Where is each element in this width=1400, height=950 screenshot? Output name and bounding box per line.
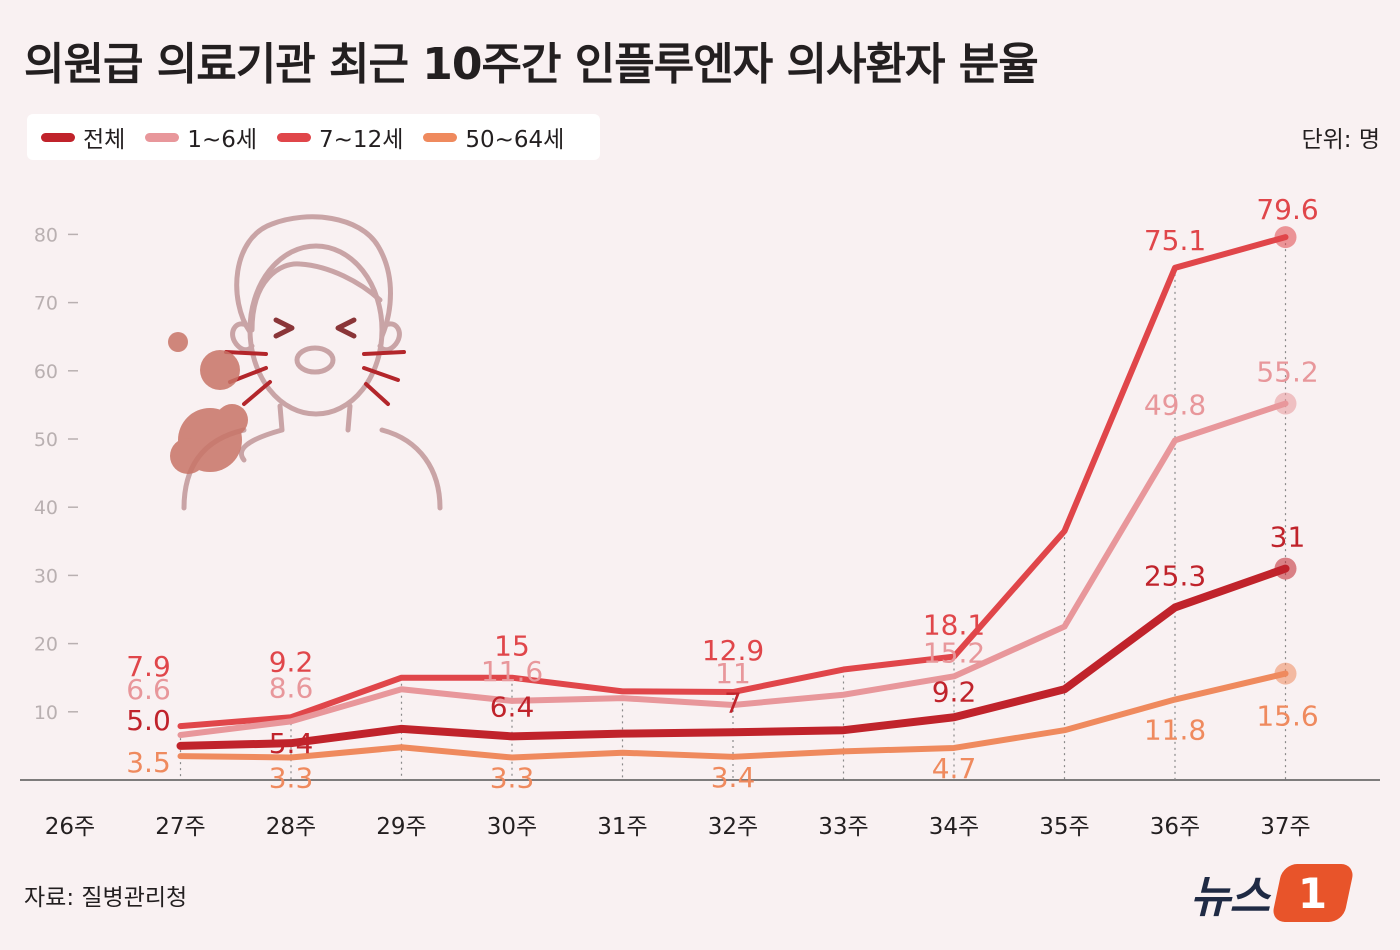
data-label: 3.5 <box>126 746 171 779</box>
y-tick-label: 60 <box>34 361 58 383</box>
y-tick-label: 80 <box>34 224 58 246</box>
y-tick-label: 30 <box>34 565 58 587</box>
data-label: 11 <box>715 657 751 690</box>
legend-swatch-1-6 <box>145 132 180 142</box>
legend: 전체 1~6세 7~12세 50~64세 <box>27 114 600 160</box>
data-label: 18.1 <box>923 609 985 642</box>
series-end-point-2 <box>1274 557 1297 580</box>
data-label: 15 <box>494 630 530 663</box>
x-tick-label: 27주 <box>155 814 205 840</box>
unit-label: 단위: 명 <box>1301 127 1380 153</box>
data-label: 6.4 <box>490 690 535 723</box>
legend-label-7-12: 7~12세 <box>319 127 404 153</box>
data-label: 11.6 <box>481 655 543 688</box>
data-label: 5.4 <box>269 727 314 760</box>
x-tick-label: 31주 <box>597 814 647 840</box>
data-label: 11.8 <box>1144 714 1206 747</box>
legend-swatch-total <box>41 132 75 142</box>
series-end-point-1 <box>1274 392 1297 415</box>
legend-label-50-64: 50~64세 <box>465 127 565 153</box>
series-end-point-3 <box>1274 662 1297 685</box>
source-note: 자료: 질병관리청 <box>24 885 188 911</box>
x-tick-label: 33주 <box>818 814 868 840</box>
data-label: 79.6 <box>1256 193 1318 226</box>
data-label: 31 <box>1270 521 1306 554</box>
series-line-2 <box>176 564 1290 750</box>
legend-item-7-12: 7~12세 <box>277 120 403 154</box>
data-label: 9.2 <box>932 675 977 708</box>
data-label: 6.6 <box>126 673 171 706</box>
data-label: 75.1 <box>1144 224 1206 257</box>
legend-swatch-50-64 <box>423 132 458 142</box>
plot-area: 10 20 30 40 50 60 70 80 26주 27주 28주 29주 30주 31주 32주 33주… <box>20 193 1380 840</box>
y-tick-label: 50 <box>34 429 58 451</box>
data-label: 25.3 <box>1144 559 1206 592</box>
series-line-3 <box>177 670 1289 761</box>
data-label: 15.6 <box>1256 700 1318 733</box>
x-tick-label: 29주 <box>376 814 426 840</box>
x-tick-label: 28주 <box>266 814 316 840</box>
legend-item-50-64: 50~64세 <box>423 120 564 154</box>
x-tick-label: 32주 <box>708 814 758 840</box>
x-tick-label: 34주 <box>929 814 979 840</box>
sneeze-lines-icon <box>224 350 406 406</box>
data-label: 55.2 <box>1256 356 1318 389</box>
x-tick-label: 30주 <box>487 814 537 840</box>
series-end-point-0 <box>1274 226 1297 249</box>
data-label: 3.4 <box>711 761 756 794</box>
legend-item-total: 전체 <box>41 120 125 154</box>
data-label: 3.3 <box>490 761 535 794</box>
y-tick-label: 70 <box>34 293 58 315</box>
x-tick-label: 37주 <box>1260 814 1310 840</box>
x-tick-label: 36주 <box>1150 814 1200 840</box>
y-tick-label: 40 <box>34 497 58 519</box>
series-line-1 <box>177 400 1289 738</box>
data-label: 8.6 <box>269 671 314 704</box>
data-label: 4.7 <box>932 752 977 785</box>
chart-title: 의원급 의료기관 최근 10주간 인플루엔자 의사환자 분율 <box>24 39 1039 90</box>
data-label: 15.2 <box>923 636 985 669</box>
data-label: 7 <box>724 686 742 719</box>
data-label: 12.9 <box>702 634 764 667</box>
series-line-0 <box>177 234 1289 730</box>
data-label: 7.9 <box>126 650 171 683</box>
logo-text: 뉴스 <box>1190 872 1270 923</box>
x-tick-label: 35주 <box>1039 814 1089 840</box>
news1-logo: 뉴스 1 <box>1190 858 1356 928</box>
sneezing-person-icon <box>181 214 443 511</box>
germ-cloud-icon <box>168 332 248 474</box>
legend-label-total: 전체 <box>83 127 126 153</box>
data-label: 49.8 <box>1144 388 1206 421</box>
y-tick-label: 20 <box>34 634 58 656</box>
data-label: 9.2 <box>269 645 314 678</box>
logo-badge: 1 <box>1270 864 1356 922</box>
x-tick-label: 26주 <box>45 814 95 840</box>
y-tick-label: 10 <box>34 702 58 724</box>
data-label: 5.0 <box>126 704 171 737</box>
legend-item-1-6: 1~6세 <box>145 120 257 154</box>
legend-label-1-6: 1~6세 <box>187 127 258 153</box>
data-label: 3.3 <box>269 761 314 794</box>
legend-swatch-7-12 <box>277 132 312 142</box>
